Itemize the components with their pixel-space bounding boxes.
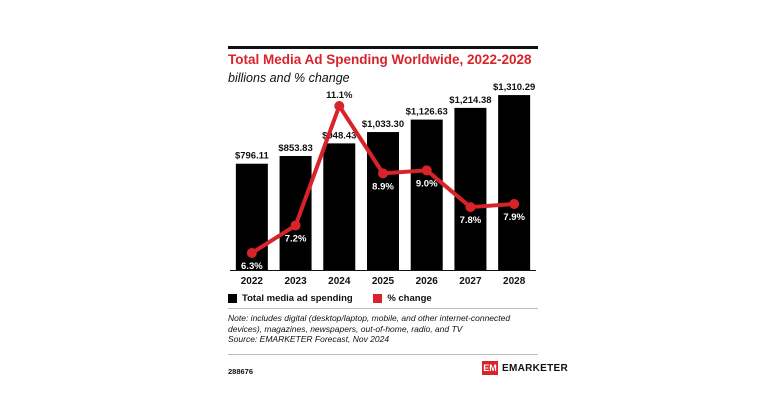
bar-2024	[323, 143, 356, 270]
bar-value-label: $1,214.38	[449, 95, 491, 106]
pct-value-label: 9.0%	[416, 178, 438, 189]
x-tick-label: 2028	[503, 276, 526, 287]
x-tick-label: 2022	[241, 276, 264, 287]
chart-title: Total Media Ad Spending Worldwide, 2022-…	[228, 52, 532, 67]
x-tick-label: 2025	[372, 276, 395, 287]
bar-2026	[410, 119, 443, 270]
pct-point-2027	[465, 202, 476, 213]
legend-item-bar: Total media ad spending	[228, 293, 353, 304]
x-tick-label: 2023	[284, 276, 307, 287]
pct-value-label: 6.3%	[241, 261, 263, 272]
pct-point-2024	[334, 101, 345, 111]
pct-value-label: 8.9%	[372, 181, 394, 192]
bar-2028	[498, 95, 531, 270]
legend-swatch-bar	[228, 294, 237, 303]
chart-subtitle: billions and % change	[228, 71, 350, 85]
source-text: Source: EMARKETER Forecast, Nov 2024	[228, 334, 390, 344]
pct-value-label: 7.9%	[503, 212, 525, 223]
bar-value-label: $1,033.30	[362, 119, 404, 130]
bar-value-label: $853.83	[278, 143, 312, 154]
divider-top	[228, 308, 538, 309]
legend: Total media ad spending % change	[228, 293, 450, 306]
bar-value-label: $796.11	[235, 151, 270, 162]
bar-value-label: $1,126.63	[406, 107, 448, 118]
x-tick-label: 2024	[328, 276, 351, 287]
pct-value-label: 7.8%	[460, 215, 482, 226]
bar-2023	[279, 156, 312, 270]
bar-2027	[454, 107, 487, 270]
brand-mark-icon: EM	[482, 361, 498, 375]
bar-value-label: $1,310.29	[493, 82, 535, 93]
pct-point-2028	[509, 199, 520, 209]
legend-swatch-line	[373, 294, 383, 303]
pct-point-2025	[378, 168, 388, 179]
brand-logo: EM EMARKETER	[482, 361, 568, 375]
note-text: Note: includes digital (desktop/laptop, …	[228, 313, 511, 334]
pct-point-2026	[421, 165, 432, 176]
x-tick-label: 2027	[459, 276, 482, 287]
legend-item-line: % change	[373, 293, 432, 304]
legend-label-bar: Total media ad spending	[242, 293, 353, 304]
pct-value-label: 7.2%	[285, 233, 307, 244]
brand-name: EMARKETER	[502, 362, 569, 374]
divider-bottom	[228, 354, 538, 355]
pct-point-2023	[290, 220, 301, 231]
pct-point-2022	[246, 248, 257, 258]
chart-id: 288676	[228, 367, 254, 376]
chart-note: Note: includes digital (desktop/laptop, …	[228, 313, 540, 345]
top-rule	[228, 46, 538, 49]
legend-label-line: % change	[387, 293, 432, 304]
bar-value-label: $948.43	[322, 130, 356, 141]
x-tick-label: 2026	[416, 276, 439, 287]
pct-value-label: 11.1%	[326, 90, 353, 101]
